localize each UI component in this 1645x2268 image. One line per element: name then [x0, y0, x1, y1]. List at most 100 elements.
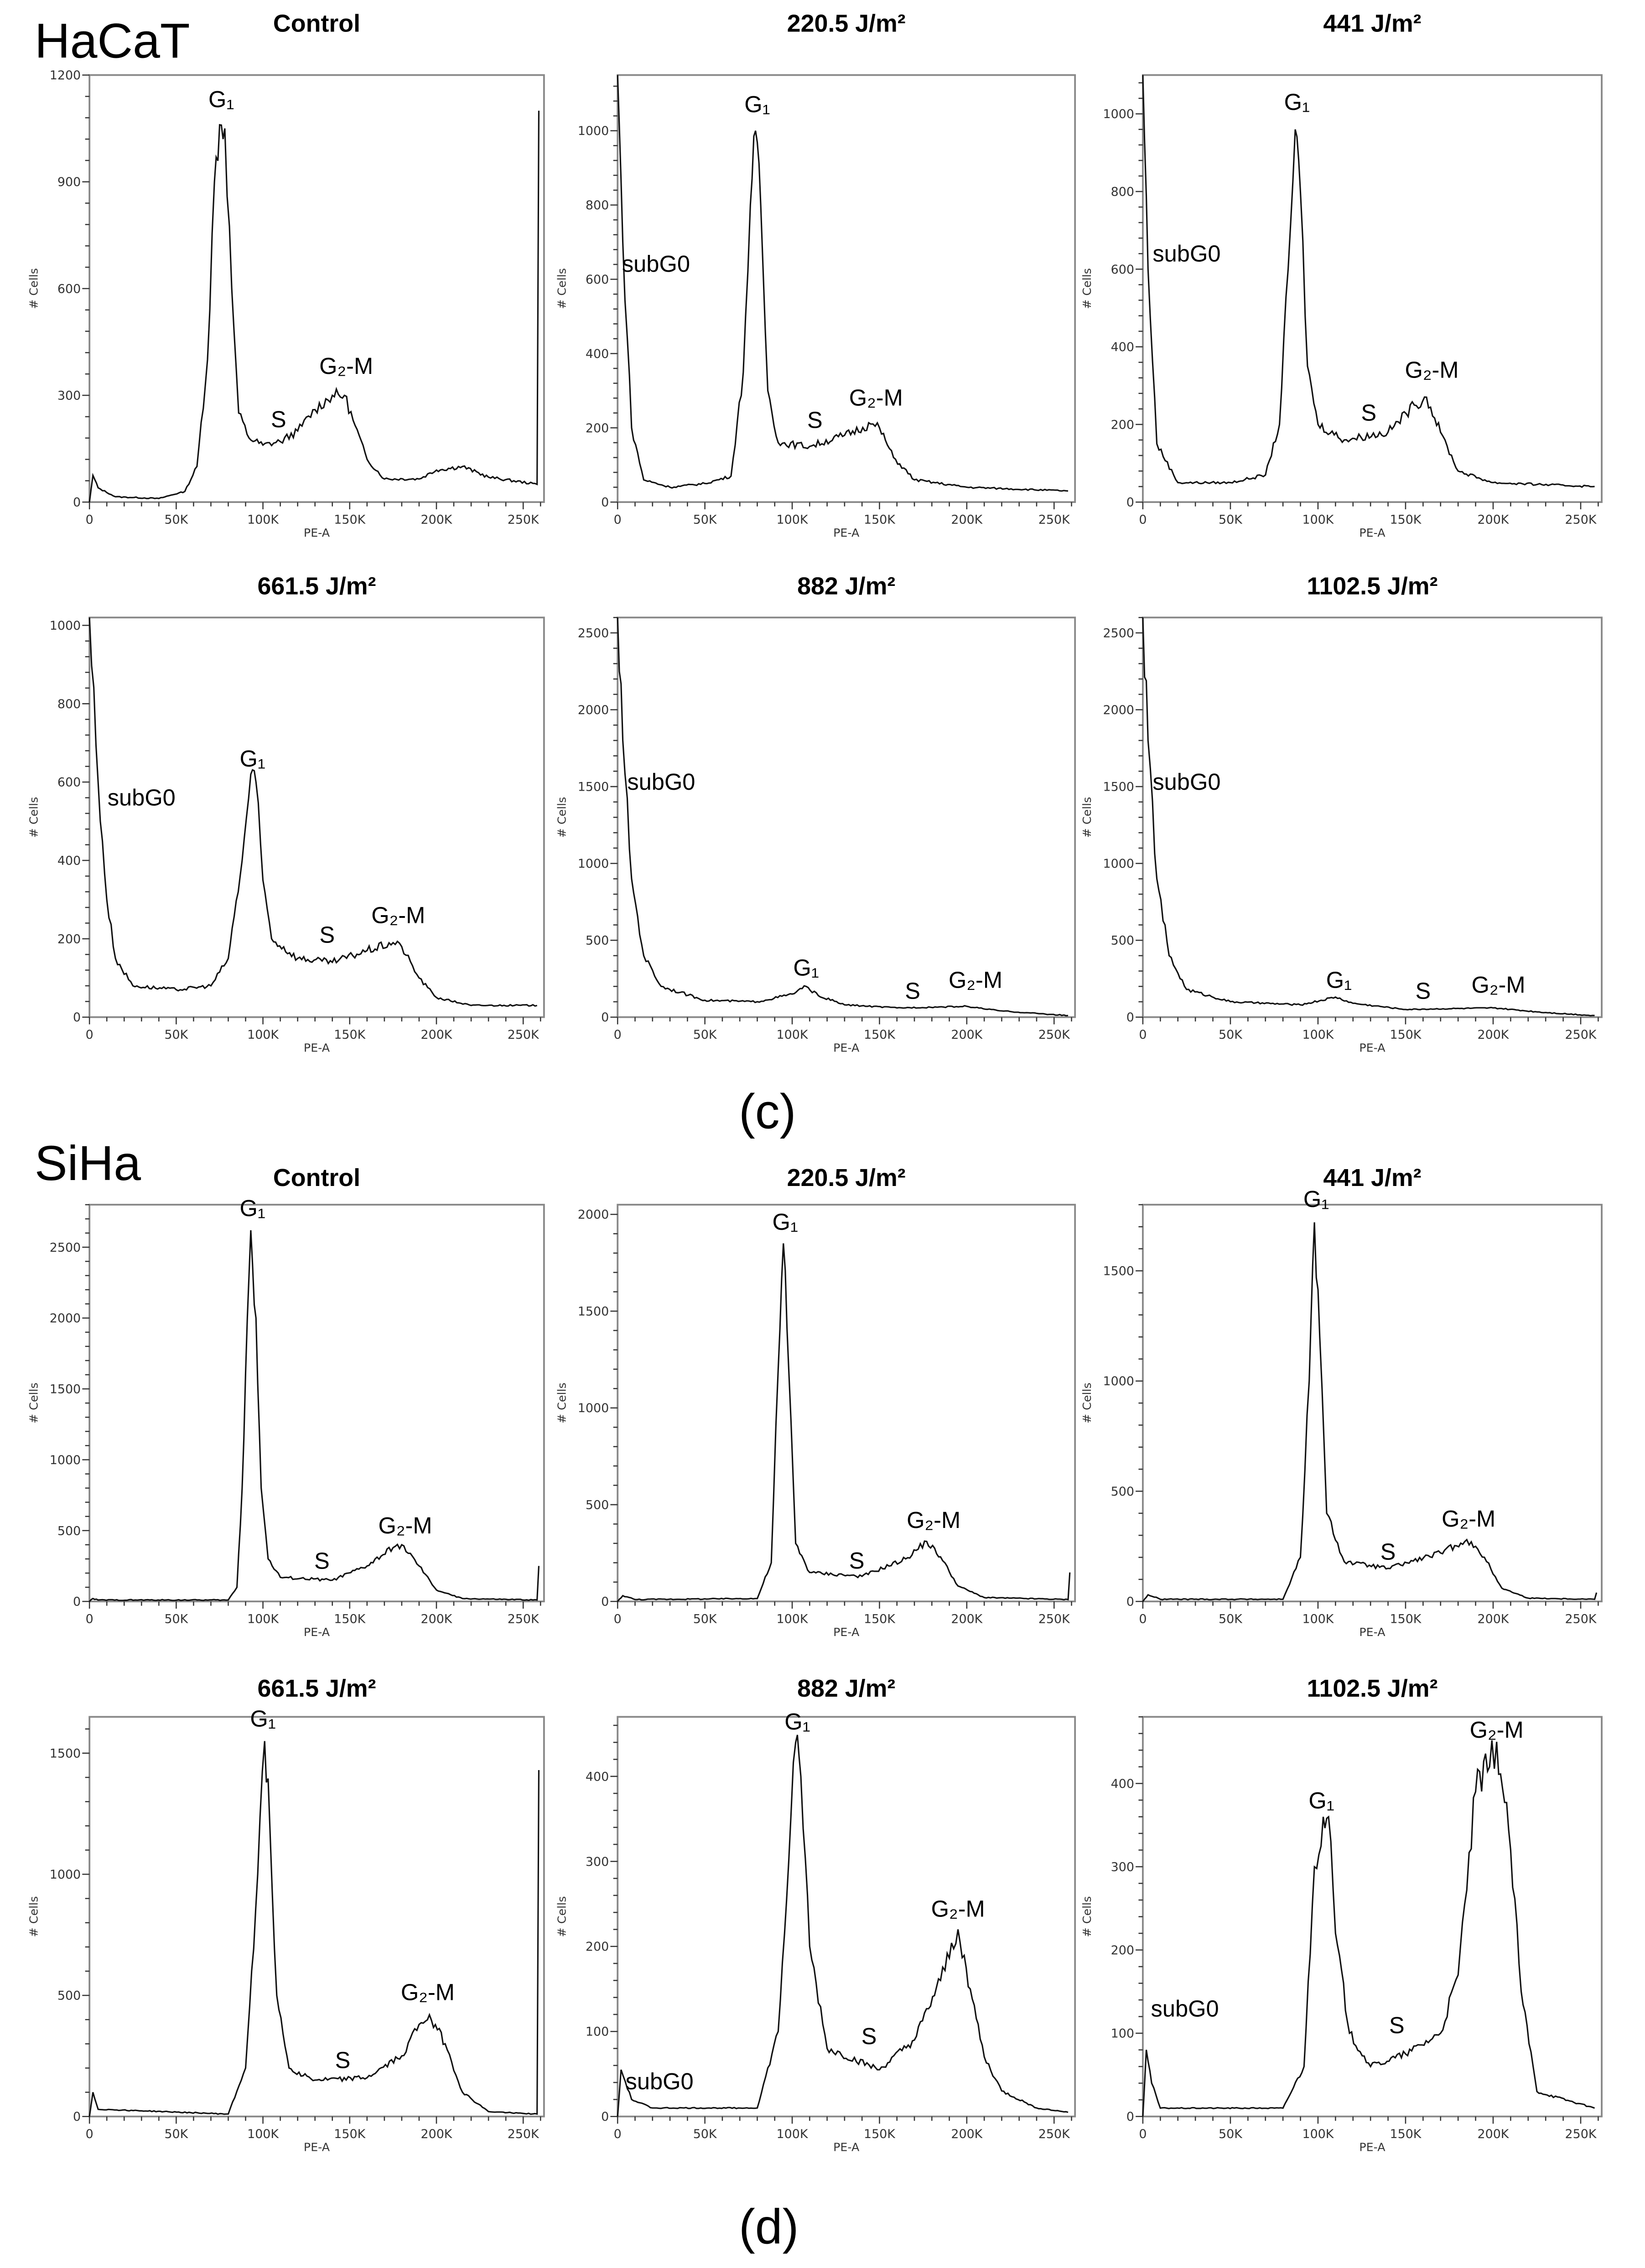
phase-annotation: subG0 — [626, 2068, 694, 2094]
x-tick-label: 200K — [951, 513, 983, 527]
y-tick-label: 0 — [1126, 2110, 1134, 2124]
phase-annotation: G₁ — [1326, 967, 1352, 993]
x-axis-label: PE-A — [304, 1626, 330, 1639]
y-axis-label: # Cells — [555, 268, 568, 309]
x-tick-label: 150K — [864, 2127, 896, 2141]
y-tick-label: 500 — [586, 1498, 609, 1512]
phase-annotation: S — [1380, 1538, 1396, 1564]
panel-title: 1102.5 J/m² — [1307, 1675, 1438, 1702]
histogram-line — [88, 110, 540, 502]
y-tick-label: 200 — [586, 1940, 609, 1954]
x-tick-label: 200K — [421, 513, 453, 527]
x-tick-label: 150K — [1390, 513, 1422, 527]
phase-annotation: G₂-M — [1442, 1506, 1495, 1532]
histogram-line — [1142, 617, 1595, 1017]
x-tick-label: 100K — [777, 2127, 809, 2141]
x-tick-label: 200K — [1478, 513, 1510, 527]
phase-annotation: G₂-M — [849, 384, 903, 410]
histogram-panel: 882 J/m² 0 50K 100K 150K 200K 250K PE-A 0 500 1000… — [555, 573, 1076, 1055]
y-tick-label: 1000 — [1103, 107, 1134, 121]
x-tick-label: 150K — [864, 513, 896, 527]
x-tick-label: 100K — [1302, 1028, 1334, 1042]
y-tick-label: 500 — [1111, 1485, 1134, 1499]
y-axis-label: # Cells — [27, 268, 40, 309]
phase-annotation: G₂-M — [319, 353, 373, 379]
histogram-panel: 1102.5 J/m² 0 50K 100K 150K 200K 250K PE-A 0 500 1… — [1080, 573, 1603, 1055]
plot-frame — [617, 74, 1076, 503]
y-tick-label: 200 — [1111, 1943, 1134, 1957]
x-tick-label: 100K — [247, 1612, 279, 1626]
histogram-line — [1142, 1222, 1598, 1602]
x-tick-label: 250K — [508, 1612, 540, 1626]
phase-annotation: S — [319, 922, 335, 948]
y-tick-label: 0 — [1126, 1010, 1134, 1025]
histogram-panel: 661.5 J/m² 0 50K 100K 150K 200K 250K PE-A 0 500 10… — [27, 1675, 545, 2154]
y-tick-label: 1500 — [50, 1746, 81, 1761]
x-tick-label: 200K — [951, 1612, 983, 1626]
phase-annotation: G₂-M — [931, 1895, 985, 1921]
phase-annotation: S — [1361, 399, 1376, 425]
x-tick-label: 150K — [334, 1028, 366, 1042]
phase-annotation: G₂-M — [378, 1512, 432, 1538]
y-tick-label: 2000 — [50, 1311, 81, 1326]
x-tick-label: 0 — [1139, 1028, 1147, 1042]
panel-title: Control — [273, 1164, 360, 1191]
plot-frame — [88, 616, 545, 1018]
histogram-panel: Control 0 50K 100K 150K 200K 250K PE-A 0 500 1000 1… — [27, 1164, 545, 1639]
x-tick-label: 200K — [421, 1612, 453, 1626]
x-tick-label: 200K — [1478, 1612, 1510, 1626]
x-tick-label: 250K — [1565, 2127, 1597, 2141]
y-tick-label: 600 — [57, 776, 81, 790]
y-tick-label: 600 — [1111, 263, 1134, 277]
x-tick-label: 0 — [86, 1612, 93, 1626]
x-axis-label: PE-A — [1359, 526, 1386, 539]
x-tick-label: 100K — [247, 1028, 279, 1042]
x-tick-label: 200K — [1478, 2127, 1510, 2141]
histogram-line — [88, 617, 538, 1007]
y-tick-label: 1000 — [1103, 857, 1134, 871]
panel-title: 882 J/m² — [797, 1675, 895, 1702]
y-tick-label: 200 — [1111, 418, 1134, 432]
plot-frame — [1142, 74, 1603, 503]
panel-title: 441 J/m² — [1323, 10, 1421, 37]
phase-annotation: S — [314, 1548, 330, 1574]
y-tick-label: 2500 — [50, 1241, 81, 1255]
y-tick-label: 1500 — [578, 780, 609, 794]
histogram-line — [89, 1230, 540, 1602]
x-tick-label: 150K — [334, 2127, 366, 2141]
y-tick-label: 1000 — [50, 1453, 81, 1467]
x-axis-label: PE-A — [304, 1041, 330, 1055]
y-tick-label: 1500 — [50, 1383, 81, 1397]
group-label-hacat: HaCaT — [35, 14, 190, 68]
y-tick-label: 0 — [73, 2110, 81, 2124]
x-tick-label: 50K — [1219, 1028, 1243, 1042]
x-tick-label: 250K — [1038, 513, 1070, 527]
y-axis-label: # Cells — [1080, 797, 1094, 838]
phase-annotation: G₂-M — [1470, 1717, 1524, 1743]
y-tick-label: 1500 — [1103, 1264, 1134, 1279]
y-tick-label: 0 — [73, 496, 81, 510]
histogram-line — [617, 1243, 1071, 1602]
y-tick-label: 800 — [1111, 185, 1134, 199]
x-tick-label: 50K — [693, 2127, 717, 2141]
x-tick-label: 100K — [1302, 2127, 1334, 2141]
x-tick-label: 50K — [164, 2127, 188, 2141]
y-tick-label: 1000 — [50, 1868, 81, 1882]
x-tick-label: 200K — [951, 1028, 983, 1042]
phase-annotation: S — [1389, 2012, 1405, 2038]
y-axis-label: # Cells — [555, 1896, 568, 1937]
y-tick-label: 100 — [586, 2025, 609, 2039]
x-axis-label: PE-A — [833, 1626, 860, 1639]
x-axis-label: PE-A — [1359, 2141, 1386, 2154]
phase-annotation: subG0 — [1151, 1996, 1219, 2022]
panel-title: 661.5 J/m² — [257, 573, 376, 600]
y-tick-label: 0 — [73, 1595, 81, 1609]
x-tick-label: 0 — [614, 513, 622, 527]
x-tick-label: 50K — [164, 1612, 188, 1626]
y-tick-label: 2000 — [578, 703, 609, 717]
x-tick-label: 150K — [1390, 2127, 1422, 2141]
y-tick-label: 2500 — [578, 626, 609, 640]
histogram-line — [1142, 1740, 1595, 2117]
y-axis-label: # Cells — [27, 1896, 40, 1937]
